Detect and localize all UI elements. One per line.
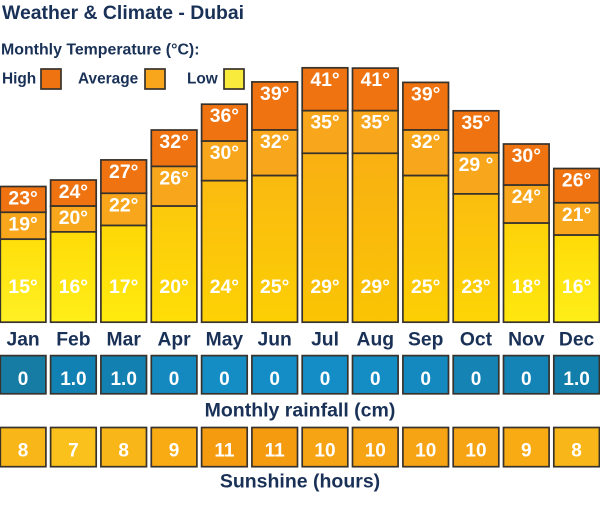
svg-text:17°: 17°: [109, 276, 138, 298]
svg-text:19°: 19°: [8, 213, 37, 235]
svg-text:Sep: Sep: [408, 329, 443, 350]
svg-text:29°: 29°: [361, 276, 390, 298]
svg-text:10: 10: [365, 441, 386, 462]
svg-text:9: 9: [521, 441, 532, 462]
svg-text:Oct: Oct: [460, 329, 493, 350]
svg-text:9: 9: [169, 441, 180, 462]
svg-text:0: 0: [471, 369, 482, 390]
svg-text:20°: 20°: [159, 276, 188, 298]
svg-text:35°: 35°: [310, 112, 339, 134]
svg-text:8: 8: [571, 441, 582, 462]
svg-text:21°: 21°: [562, 204, 591, 226]
svg-text:Mar: Mar: [107, 329, 142, 350]
svg-text:1.0: 1.0: [563, 369, 589, 390]
svg-text:Weather & Climate - Dubai: Weather & Climate - Dubai: [2, 2, 244, 24]
svg-text:32°: 32°: [159, 131, 188, 153]
svg-text:Jun: Jun: [258, 329, 292, 350]
svg-text:29 °: 29 °: [459, 154, 494, 176]
svg-text:Dec: Dec: [559, 329, 595, 350]
svg-text:0: 0: [320, 369, 331, 390]
svg-text:Jan: Jan: [6, 329, 39, 350]
svg-text:25°: 25°: [260, 276, 289, 298]
svg-text:Feb: Feb: [56, 329, 90, 350]
svg-text:26°: 26°: [562, 170, 591, 192]
svg-text:15°: 15°: [8, 276, 37, 298]
svg-text:18°: 18°: [512, 276, 541, 298]
svg-text:High: High: [2, 71, 36, 88]
svg-text:23°: 23°: [461, 276, 490, 298]
svg-text:41°: 41°: [310, 69, 339, 91]
svg-text:Low: Low: [187, 71, 218, 88]
svg-text:36°: 36°: [210, 105, 239, 127]
svg-text:0: 0: [269, 369, 280, 390]
svg-text:27°: 27°: [109, 161, 138, 183]
svg-text:0: 0: [18, 369, 29, 390]
svg-text:10: 10: [465, 441, 486, 462]
svg-text:Monthly Temperature (°C):: Monthly Temperature (°C):: [1, 42, 200, 59]
svg-text:Apr: Apr: [157, 329, 191, 350]
svg-text:May: May: [206, 329, 244, 350]
svg-text:11: 11: [265, 441, 286, 462]
svg-text:39°: 39°: [411, 83, 440, 105]
svg-text:24°: 24°: [512, 186, 541, 208]
svg-text:Average: Average: [78, 71, 139, 88]
svg-text:23°: 23°: [8, 188, 37, 210]
svg-text:16°: 16°: [59, 276, 88, 298]
svg-text:0: 0: [521, 369, 532, 390]
svg-text:39°: 39°: [260, 83, 289, 105]
svg-text:7: 7: [68, 441, 79, 462]
svg-text:0: 0: [169, 369, 180, 390]
svg-text:11: 11: [214, 441, 235, 462]
svg-text:Monthly rainfall (cm): Monthly rainfall (cm): [205, 399, 396, 421]
svg-text:41°: 41°: [361, 69, 390, 91]
svg-text:25°: 25°: [411, 276, 440, 298]
svg-text:22°: 22°: [109, 194, 138, 216]
svg-text:8: 8: [118, 441, 129, 462]
svg-text:8: 8: [18, 441, 29, 462]
svg-text:0: 0: [370, 369, 381, 390]
svg-text:Jul: Jul: [311, 329, 339, 350]
svg-text:20°: 20°: [59, 207, 88, 229]
svg-text:35°: 35°: [461, 112, 490, 134]
svg-text:30°: 30°: [210, 142, 239, 164]
svg-text:26°: 26°: [159, 167, 188, 189]
svg-text:24°: 24°: [210, 276, 239, 298]
svg-text:0: 0: [420, 369, 431, 390]
svg-text:1.0: 1.0: [110, 369, 136, 390]
svg-text:Aug: Aug: [357, 329, 394, 350]
svg-text:Nov: Nov: [508, 329, 545, 350]
svg-text:10: 10: [415, 441, 436, 462]
svg-text:35°: 35°: [361, 112, 390, 134]
svg-text:16°: 16°: [562, 276, 591, 298]
svg-text:32°: 32°: [260, 131, 289, 153]
svg-text:32°: 32°: [411, 131, 440, 153]
svg-text:1.0: 1.0: [60, 369, 86, 390]
svg-text:Sunshine (hours): Sunshine (hours): [220, 470, 380, 492]
svg-text:0: 0: [219, 369, 230, 390]
svg-text:30°: 30°: [512, 145, 541, 167]
svg-text:10: 10: [314, 441, 335, 462]
svg-text:29°: 29°: [310, 276, 339, 298]
svg-text:24°: 24°: [59, 181, 88, 203]
